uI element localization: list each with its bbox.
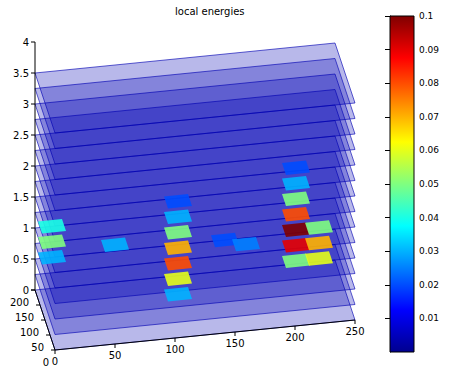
svg-text:150: 150: [225, 338, 244, 349]
svg-text:2: 2: [23, 161, 29, 172]
svg-text:0: 0: [52, 356, 58, 367]
svg-text:150: 150: [15, 312, 34, 323]
svg-text:0.1: 0.1: [419, 11, 433, 21]
svg-text:0.5: 0.5: [13, 254, 29, 265]
svg-text:0: 0: [23, 285, 29, 296]
svg-text:1: 1: [23, 223, 29, 234]
svg-text:0.02: 0.02: [419, 280, 439, 290]
svg-text:200: 200: [10, 297, 29, 308]
svg-text:0: 0: [43, 357, 49, 368]
svg-text:1.5: 1.5: [13, 192, 29, 203]
svg-text:100: 100: [20, 327, 39, 338]
svg-text:0.08: 0.08: [419, 78, 439, 88]
svg-text:250: 250: [345, 326, 364, 337]
svg-text:2.5: 2.5: [13, 130, 29, 141]
svg-text:0.06: 0.06: [419, 145, 439, 155]
svg-text:0.05: 0.05: [419, 179, 439, 189]
svg-text:0.09: 0.09: [419, 45, 439, 55]
svg-text:100: 100: [165, 344, 184, 355]
svg-text:3.5: 3.5: [13, 68, 29, 79]
svg-text:200: 200: [285, 332, 304, 343]
svg-text:50: 50: [109, 350, 122, 361]
svg-text:local energies: local energies: [175, 6, 245, 17]
svg-text:0.04: 0.04: [419, 213, 439, 223]
svg-text:0.03: 0.03: [419, 246, 439, 256]
svg-text:0.07: 0.07: [419, 112, 439, 122]
svg-text:0.01: 0.01: [419, 313, 439, 323]
svg-text:4: 4: [23, 37, 29, 48]
svg-text:3: 3: [23, 99, 29, 110]
svg-text:50: 50: [31, 342, 44, 353]
